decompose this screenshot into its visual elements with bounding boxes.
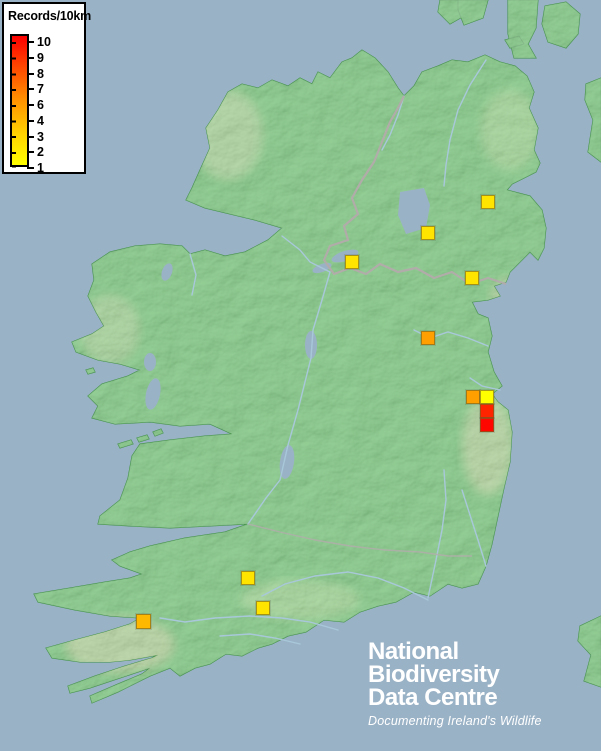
record-square[interactable] <box>481 195 495 209</box>
record-square[interactable] <box>480 390 494 404</box>
legend-tick-label: 10 <box>27 34 67 50</box>
river-erne <box>281 235 331 273</box>
record-square[interactable] <box>421 331 435 345</box>
record-square[interactable] <box>421 226 435 240</box>
legend-tick-label: 3 <box>27 129 67 145</box>
record-square[interactable] <box>480 404 494 418</box>
legend-tick-label: 7 <box>27 81 67 97</box>
record-square[interactable] <box>345 255 359 269</box>
legend-tick-label: 2 <box>27 144 67 160</box>
legend-tick-label: 6 <box>27 97 67 113</box>
river-lee <box>219 633 301 645</box>
ni-border <box>322 95 507 286</box>
legend-panel: Records/10km 10 9 8 7 6 4 3 2 1 <box>2 2 92 175</box>
record-square[interactable] <box>480 418 494 432</box>
borders <box>247 95 507 557</box>
province-border <box>247 523 472 557</box>
river-barrow <box>427 469 447 599</box>
river-shannon <box>247 271 331 525</box>
logo-text-line: Biodiversity <box>368 661 500 688</box>
river-bann <box>443 59 487 187</box>
record-square[interactable] <box>241 571 255 585</box>
lough-neagh <box>398 188 430 234</box>
river-liffey <box>469 377 501 391</box>
record-square[interactable] <box>256 601 270 615</box>
legend-ticks: 10 9 8 7 6 4 3 2 1 <box>4 4 84 175</box>
legend-color-bar <box>10 34 29 168</box>
legend-tick-label: 8 <box>27 66 67 82</box>
nbdc-logo: National Biodiversity Data Centre Docume… <box>368 638 542 729</box>
logo-tagline: Documenting Ireland's Wildlife <box>368 714 542 728</box>
logo-text-line: National <box>368 638 459 665</box>
record-square[interactable] <box>136 614 151 629</box>
logo-text-line: Data Centre <box>368 684 498 711</box>
river-suir <box>261 571 429 601</box>
rivers <box>159 59 501 645</box>
river-blackwater <box>159 615 339 631</box>
river-slaney <box>461 489 487 567</box>
legend-tick-label: 9 <box>27 50 67 66</box>
record-square[interactable] <box>466 390 480 404</box>
river-moy <box>189 253 197 296</box>
record-square[interactable] <box>465 271 479 285</box>
legend-tick-label: 4 <box>27 113 67 129</box>
legend-tick-label: 1 <box>27 160 67 176</box>
river-foyle <box>381 95 405 151</box>
legend-title: Records/10km <box>8 9 92 23</box>
